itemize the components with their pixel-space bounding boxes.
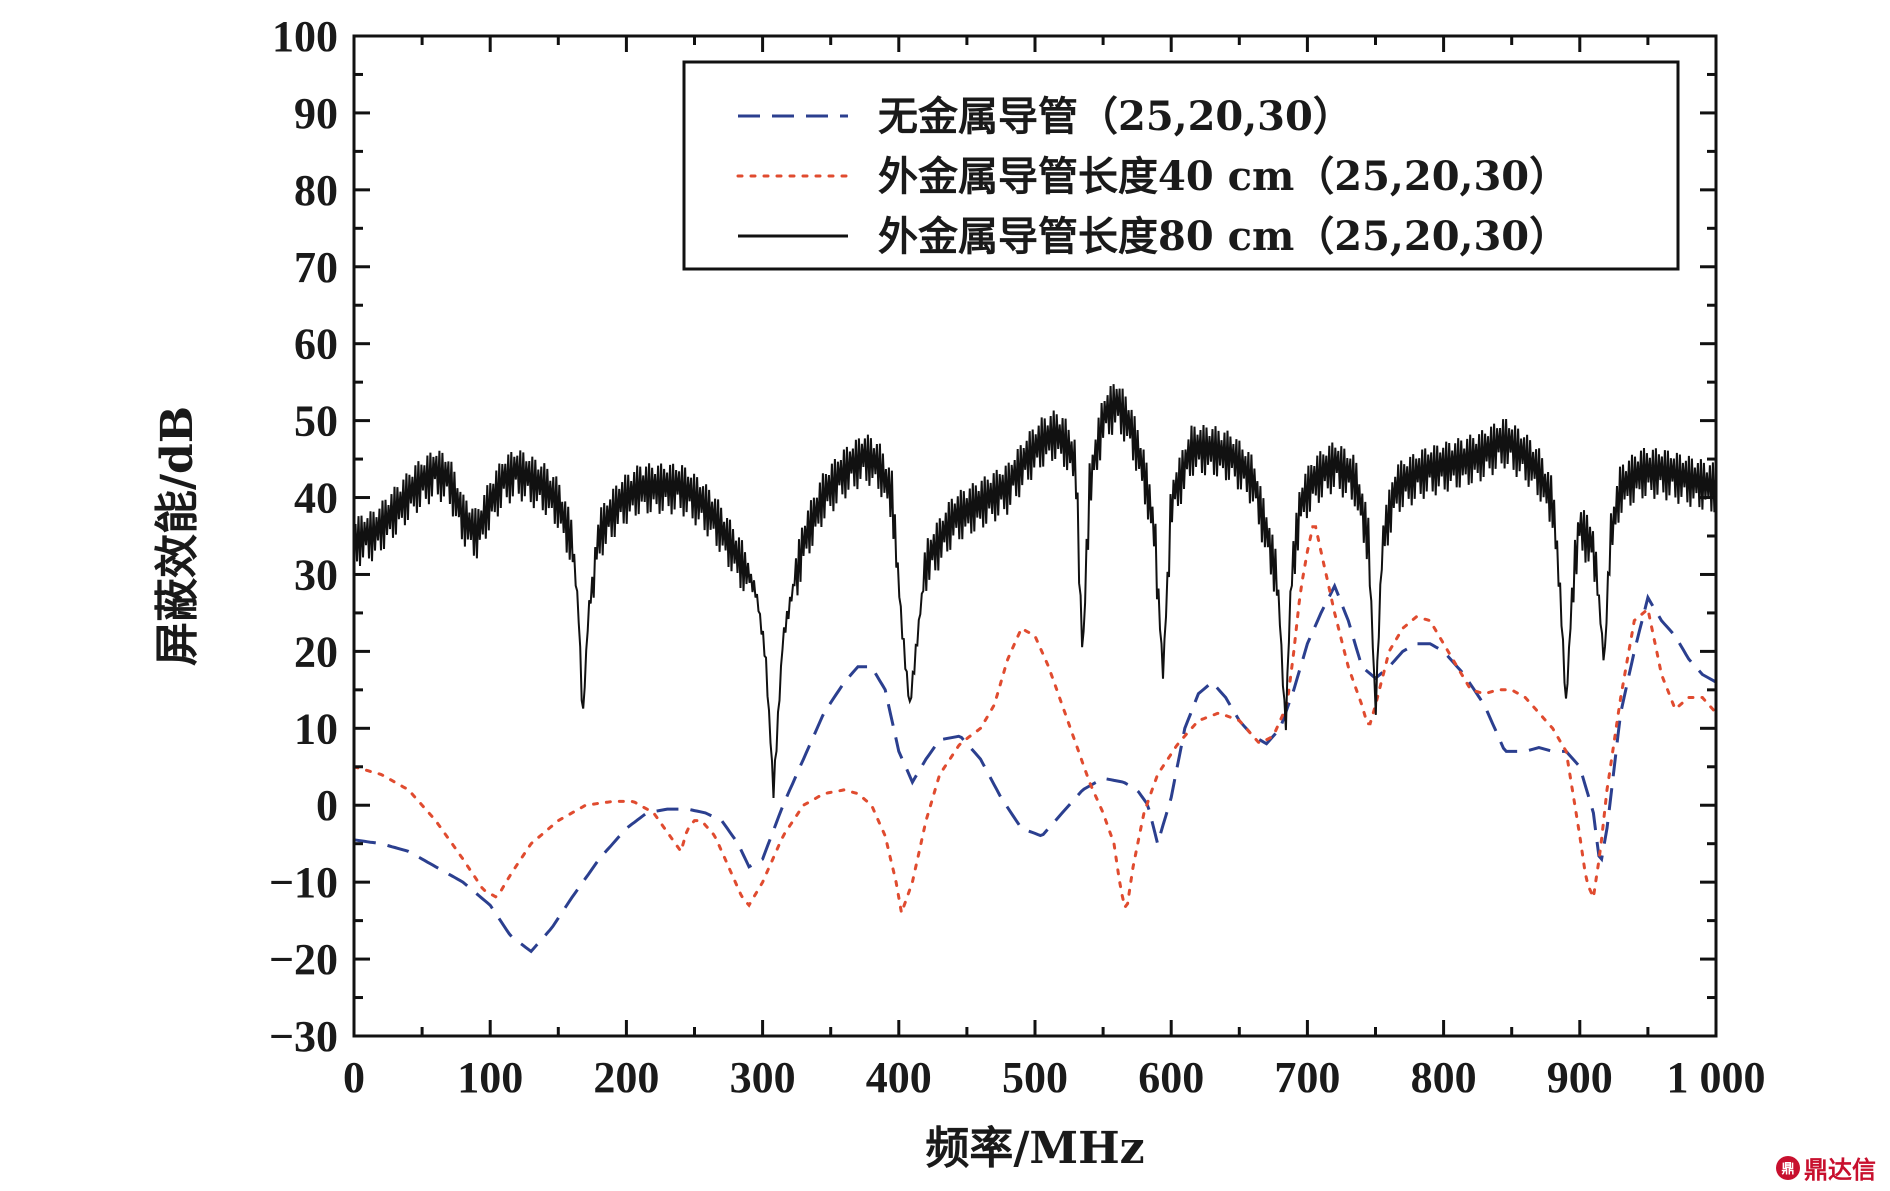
y-tick-label: −20 <box>269 935 338 984</box>
series-line-2 <box>354 525 1716 919</box>
series-layer <box>354 384 1716 954</box>
y-tick-label: 30 <box>294 550 338 599</box>
legend-label-3: 外金属导管长度80 cm（25,20,30） <box>878 213 1569 260</box>
legend-label-2: 外金属导管长度40 cm（25,20,30） <box>878 153 1569 200</box>
x-axis-title: 频率/MHz <box>925 1123 1144 1174</box>
y-tick-label: 80 <box>294 166 338 215</box>
y-tick-label: 90 <box>294 89 338 138</box>
watermark-text: 鼎达信 <box>1804 1156 1876 1184</box>
x-tick-label: 200 <box>593 1053 659 1102</box>
y-axis-title: 屏蔽效能/dB <box>152 406 203 666</box>
y-tick-label: 0 <box>316 781 338 830</box>
x-tick-label: 300 <box>730 1053 796 1102</box>
x-tick-label: 600 <box>1138 1053 1204 1102</box>
x-tick-label: 0 <box>343 1053 365 1102</box>
x-tick-label: 800 <box>1411 1053 1477 1102</box>
y-tick-label: 50 <box>294 397 338 446</box>
watermark-logo-icon: 鼎 <box>1776 1155 1800 1180</box>
y-tick-label: −10 <box>269 858 338 907</box>
y-tick-label: 60 <box>294 320 338 369</box>
x-tick-label: 900 <box>1547 1053 1613 1102</box>
legend-box <box>682 60 1680 271</box>
x-tick-label: 100 <box>457 1053 523 1102</box>
y-tick-label: −30 <box>269 1012 338 1061</box>
legend: 无金属导管（25,20,30） 外金属导管长度40 cm（25,20,30） 外金属… <box>682 60 1680 271</box>
x-tick-label: 700 <box>1274 1053 1340 1102</box>
y-tick-label: 40 <box>294 474 338 523</box>
y-tick-label: 10 <box>294 704 338 753</box>
series-line-1 <box>354 582 1716 954</box>
x-tick-label: 400 <box>866 1053 932 1102</box>
y-tick-label: 20 <box>294 627 338 676</box>
watermark: 鼎 鼎达信 <box>1776 1150 1876 1185</box>
x-tick-label: 1 000 <box>1667 1053 1766 1102</box>
x-tick-label: 500 <box>1002 1053 1068 1102</box>
legend-label-1: 无金属导管（25,20,30） <box>878 93 1353 140</box>
axes-layer: 0 100 200 300 400 500 600 700 800 900 1 000−30−20−… <box>269 12 1766 1102</box>
series-line-3 <box>354 384 1716 799</box>
y-tick-label: 70 <box>294 243 338 292</box>
y-tick-label: 100 <box>272 12 338 61</box>
